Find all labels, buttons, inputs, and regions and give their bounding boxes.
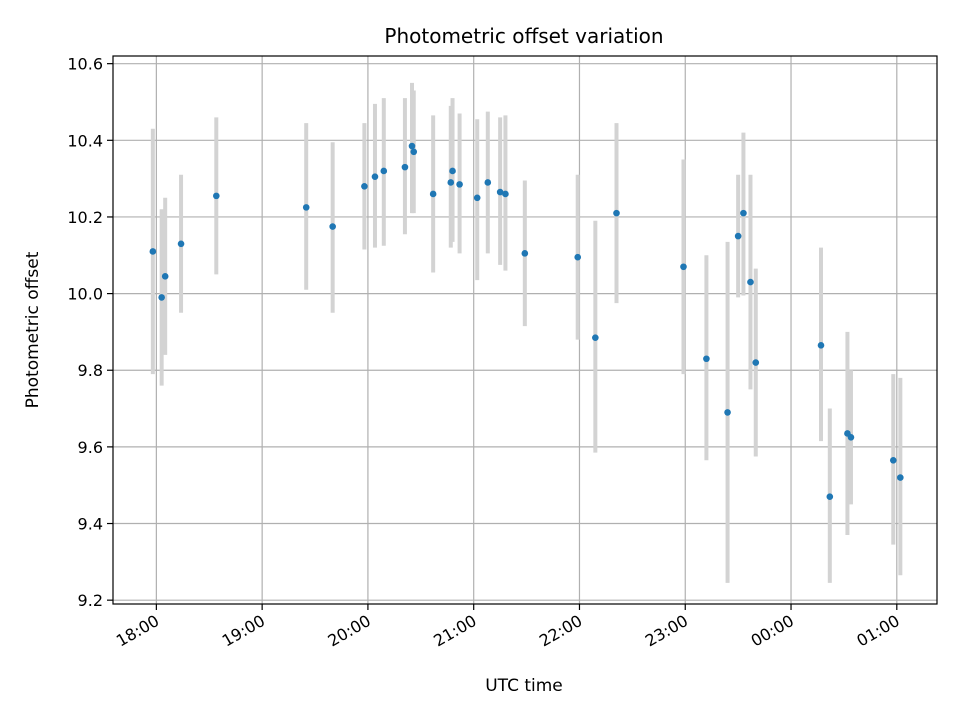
y-tick-label: 10.2 (67, 208, 103, 227)
data-point (502, 190, 509, 198)
y-tick-label: 9.4 (78, 515, 103, 534)
y-tick-label: 10.4 (67, 131, 103, 150)
data-point (703, 355, 710, 363)
y-tick-label: 10.6 (67, 55, 103, 74)
x-tick-label: 01:00 (853, 611, 902, 651)
data-points (149, 142, 904, 500)
data-point (410, 148, 418, 156)
x-tick-label: 00:00 (748, 611, 797, 651)
x-tick-label: 19:00 (219, 611, 268, 651)
data-point (747, 278, 754, 286)
data-point (889, 456, 897, 464)
data-point (177, 240, 185, 248)
plot-frame (112, 55, 938, 605)
data-point (429, 190, 437, 198)
x-tick-label: 20:00 (324, 611, 373, 651)
data-point (847, 434, 855, 441)
y-tick-label: 9.2 (78, 591, 103, 610)
y-tick-label: 9.6 (78, 438, 103, 457)
x-axis-ticks: 18:00 19:00 20:00 21:00 22:00 23:00 00:00 01:00 (113, 604, 903, 651)
data-point (329, 223, 336, 230)
y-axis-ticks: 9.2 9.4 9.6 9.8 10.0 10.2 10.4 10.6 (67, 55, 113, 610)
y-tick-label: 9.8 (78, 361, 103, 380)
x-axis-label: UTC time (485, 676, 563, 696)
data-point (817, 342, 825, 349)
data-point (724, 409, 731, 416)
data-point (380, 167, 388, 175)
data-point (592, 334, 599, 341)
data-point (613, 209, 620, 217)
data-point (213, 192, 220, 200)
data-point (521, 250, 529, 257)
data-point (371, 173, 379, 181)
data-point (149, 248, 157, 255)
data-point (574, 253, 582, 261)
data-point (734, 232, 742, 240)
chart-title: Photometric offset variation (384, 24, 663, 48)
data-point (496, 188, 504, 196)
data-point (826, 493, 834, 500)
x-tick-label: 22:00 (536, 611, 585, 651)
x-tick-label: 23:00 (642, 611, 691, 651)
data-point (484, 179, 492, 186)
data-point (361, 182, 368, 190)
data-point (158, 294, 165, 301)
data-point (408, 142, 416, 150)
x-tick-label: 18:00 (113, 611, 162, 651)
data-point (473, 194, 481, 202)
data-point (456, 181, 463, 188)
data-point (449, 167, 456, 175)
data-point (302, 204, 310, 211)
y-tick-label: 10.0 (67, 285, 103, 304)
data-point (680, 263, 687, 271)
data-point (401, 163, 409, 171)
y-axis-label: Photometric offset (23, 251, 43, 408)
data-point (447, 179, 455, 186)
data-point (740, 209, 747, 217)
data-point (752, 359, 760, 366)
grid-lines (113, 56, 937, 604)
x-tick-label: 21:00 (430, 611, 479, 651)
data-point (161, 273, 169, 280)
data-point (897, 474, 904, 481)
error-bars (150, 82, 903, 583)
